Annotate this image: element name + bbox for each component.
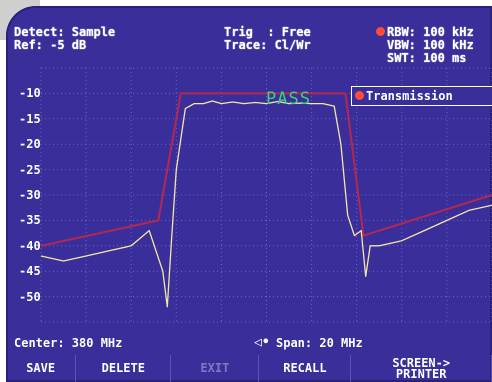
rbw-readout: RBW: 100 kHz (376, 26, 474, 39)
trace-group (40, 100, 492, 308)
trigger-readout: Trig : Free (224, 25, 311, 39)
pass-indicator: PASS (266, 89, 311, 109)
limit-line (40, 92, 492, 247)
legend-marker-icon (355, 91, 364, 100)
y-tick-label: -20 (19, 137, 41, 152)
vbw-readout: VBW: 100 kHz (387, 38, 474, 52)
softkey-screen-printer[interactable]: SCREEN-> PRINTER (351, 355, 492, 382)
rbw-value: RBW: 100 kHz (387, 25, 474, 39)
y-tick-label: -35 (19, 213, 41, 228)
legend-label: Transmission (366, 89, 453, 103)
trace-mode-readout: Trace: Cl/Wr (224, 38, 311, 52)
softkey-exit[interactable]: EXIT (171, 355, 260, 382)
y-tick-label: -10 (19, 86, 41, 101)
softkey-recall[interactable]: RECALL (259, 355, 352, 382)
softkey-delete[interactable]: DELETE (76, 355, 172, 382)
detector-readout: Detect: Sample (14, 25, 116, 39)
y-tick-label: -40 (19, 238, 41, 253)
y-tick-label: -50 (19, 289, 41, 304)
y-tick-label: -30 (19, 188, 41, 202)
span-readout: Span: 20 MHz (276, 336, 363, 350)
y-tick-label: -25 (19, 162, 41, 177)
center-frequency: Center: 380 MHz (14, 336, 123, 350)
limit-line-group (40, 92, 492, 247)
y-tick-label: -45 (19, 264, 41, 279)
reference-level-readout: Ref: -5 dB (14, 38, 87, 52)
y-tick-label: -15 (19, 111, 41, 126)
trace-legend: Transmission (351, 86, 492, 106)
spectrum-chart (40, 67, 492, 323)
rbw-marker-icon (376, 27, 385, 36)
transmission-trace (40, 100, 492, 308)
arrow-left-right-icon: ◁• (254, 335, 270, 350)
softkey-save[interactable]: SAVE (6, 355, 77, 382)
softkey-bar: SAVE DELETE EXIT RECALL SCREEN-> PRINTER (6, 355, 492, 382)
sweep-time-readout: SWT: 100 ms (387, 51, 467, 65)
footer-info: Center: 380 MHz ◁• Span: 20 MHz (6, 335, 492, 352)
analyzer-screen: Detect: Sample Ref: -5 dB Trig : Free Tr… (6, 6, 492, 382)
